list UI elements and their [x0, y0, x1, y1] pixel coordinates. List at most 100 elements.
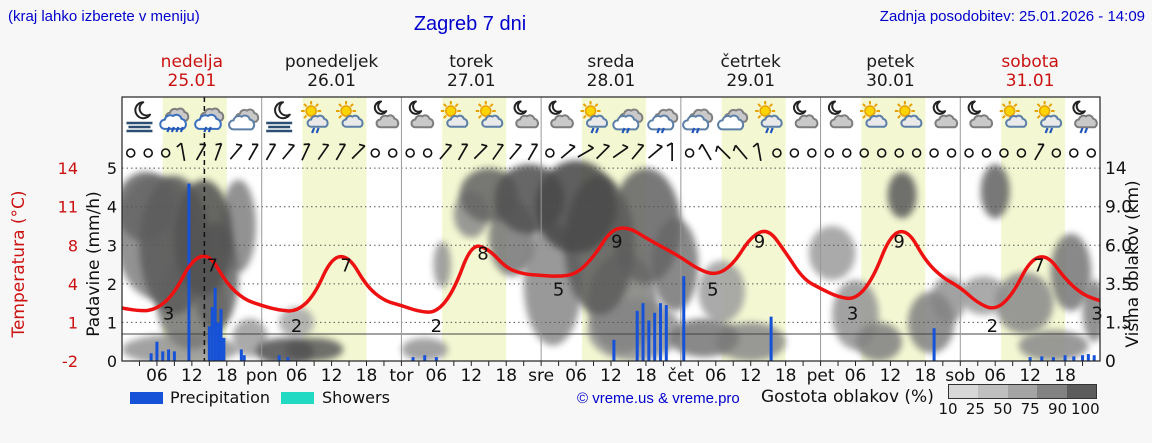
- temperature-value-label: 7: [340, 255, 351, 276]
- wind-barb-icon: [647, 143, 663, 159]
- calm-wind-icon: [1086, 148, 1097, 158]
- calm-wind-icon: [370, 148, 381, 158]
- credit-link[interactable]: © vreme.us & vreme.pro: [577, 390, 740, 407]
- wind-barb-icon: [492, 143, 504, 161]
- wind-barb-icon: [612, 143, 629, 159]
- moon-cloud-icon: [548, 100, 574, 129]
- wind-barb-icon: [715, 145, 731, 160]
- sun-cloud-icon: [894, 101, 923, 128]
- temperature-value-label: 3: [847, 304, 858, 325]
- temperature-value-label: 2: [431, 316, 442, 337]
- moon-cloud-icon: [513, 100, 539, 129]
- wind-barb-icon: [214, 142, 223, 161]
- day-date: 30.01: [866, 71, 915, 91]
- moon-cloud-icon: [967, 100, 994, 129]
- last-update-text: Zadnja posodobitev: 25.01.2026 - 14:09: [879, 8, 1145, 25]
- x-axis-hour-label: 06: [845, 366, 867, 386]
- page-title: Zagreb 7 dni: [413, 13, 527, 35]
- cloud-drizzle-icon: [647, 108, 679, 134]
- calm-wind-icon: [981, 148, 992, 158]
- sun-cloud-icon: [440, 101, 469, 128]
- day-header-nedelja: nedelja 25.01: [122, 53, 262, 91]
- cloud-density-step: [949, 385, 979, 398]
- wind-barb-icon: [439, 143, 453, 160]
- day-header-torek: torek 27.01: [401, 53, 541, 91]
- cloudy-icon: [717, 108, 749, 131]
- wind-barb-icon: [248, 143, 259, 161]
- cloudy-icon: [228, 108, 260, 131]
- x-axis-day-label: pon: [246, 366, 278, 386]
- day-header-petek: petek 30.01: [821, 53, 961, 91]
- x-axis-day-label: sre: [528, 366, 554, 386]
- calm-wind-icon: [1051, 148, 1062, 158]
- sun-cloud-icon: [859, 101, 888, 128]
- calm-wind-icon: [125, 148, 136, 158]
- temp-axis-tick: 14: [58, 159, 78, 178]
- x-axis-hour-label: 18: [635, 366, 657, 386]
- x-axis-hour-label: 12: [600, 366, 622, 386]
- x-axis-hour-label: 18: [356, 366, 378, 386]
- temperature-value-label: 8: [477, 243, 488, 264]
- cloud-density-step: [1037, 385, 1067, 398]
- wind-barb-icon: [265, 143, 277, 161]
- wind-barb-icon: [282, 143, 295, 160]
- day-name: ponedeljek: [284, 52, 379, 72]
- moon-fog-icon: [126, 101, 153, 133]
- y-axis-labels: 14 11 8 4 1 -2 5 4 3 2 1 0 14 9.0 6.0 3.5 1.5 0: [58, 159, 1132, 372]
- temp-axis-tick: 8: [68, 236, 78, 255]
- cloud-density-tick: 10: [938, 400, 958, 418]
- x-axis-hour-label: 06: [286, 366, 308, 386]
- day-date: 26.01: [307, 71, 356, 91]
- calm-wind-icon: [405, 148, 415, 158]
- moon-cloud-icon: [827, 100, 854, 129]
- moon-cloud-icon: [373, 100, 400, 129]
- x-axis-hour-label: 12: [321, 366, 343, 386]
- sun-cloud-drizzle-icon: [301, 101, 329, 134]
- wind-barb-icon: [457, 143, 469, 161]
- day-header-ponedeljek: ponedeljek 26.01: [262, 53, 402, 91]
- sun-cloud-icon: [475, 101, 504, 128]
- wind-barb-icon: [560, 143, 576, 159]
- sun-cloud-icon: [336, 101, 364, 128]
- moon-cloud-drizzle-icon: [1072, 100, 1098, 134]
- wind-barb-icon: [596, 143, 610, 160]
- day-header-sobota: sobota 31.01: [960, 53, 1100, 91]
- x-axis-hour-label: 18: [495, 366, 517, 386]
- temp-axis-tick: -2: [62, 352, 78, 371]
- wind-symbols-row: [125, 142, 1097, 162]
- menu-hint-text: (kraj lahko izberete v meniju): [8, 8, 200, 25]
- temperature-curve: [122, 226, 1100, 314]
- x-axis-hour-label: 06: [705, 366, 727, 386]
- precip-axis-tick: 2: [107, 275, 117, 294]
- calm-wind-icon: [859, 148, 870, 158]
- wind-barb-icon: [509, 143, 523, 160]
- sun-cloud-drizzle-icon: [580, 101, 608, 134]
- cloud-density-step: [1066, 385, 1097, 398]
- cloud-density-tick: 100: [1071, 400, 1100, 418]
- moon-fog-icon: [266, 101, 293, 133]
- wind-barb-icon: [631, 143, 645, 160]
- wind-barb-icon: [732, 144, 748, 160]
- precip-axis-title: Padavine (mm/h): [84, 191, 104, 336]
- day-name: sreda: [587, 52, 635, 72]
- x-axis-day-label: sob: [945, 366, 975, 386]
- sun-cloud-icon: [999, 101, 1028, 128]
- calm-wind-icon: [422, 148, 433, 158]
- calm-wind-icon: [789, 148, 800, 158]
- cloud-density-step: [978, 385, 1008, 398]
- cloud-density-tick: 50: [993, 400, 1013, 418]
- temperature-value-label: 7: [1033, 255, 1044, 276]
- wind-barb-icon: [229, 143, 243, 160]
- precip-axis-tick: 0: [107, 352, 117, 371]
- precip-axis-tick: 5: [107, 159, 117, 178]
- calm-wind-icon: [143, 148, 153, 158]
- temperature-value-label: 7: [207, 255, 218, 276]
- calm-wind-icon: [929, 148, 939, 158]
- calm-wind-icon: [946, 148, 957, 158]
- day-name: nedelja: [160, 52, 224, 72]
- sun-cloud-drizzle-icon: [1034, 101, 1063, 134]
- calm-wind-icon: [1016, 148, 1027, 158]
- calm-wind-icon: [160, 148, 171, 158]
